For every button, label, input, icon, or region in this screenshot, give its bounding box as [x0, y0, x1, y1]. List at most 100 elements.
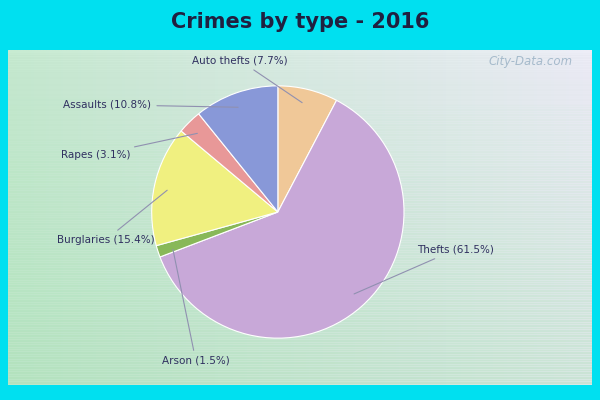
- Bar: [8, 127, 592, 129]
- Bar: [8, 204, 592, 206]
- Bar: [8, 176, 592, 177]
- Bar: [376, 50, 379, 385]
- Bar: [577, 50, 580, 385]
- Bar: [440, 50, 443, 385]
- Bar: [169, 50, 172, 385]
- Text: City-Data.com: City-Data.com: [489, 56, 573, 68]
- Bar: [516, 50, 519, 385]
- Bar: [8, 259, 592, 261]
- Bar: [8, 345, 592, 346]
- Bar: [172, 50, 175, 385]
- Bar: [8, 301, 592, 303]
- Bar: [8, 261, 592, 263]
- Bar: [8, 274, 592, 276]
- Bar: [8, 380, 592, 382]
- Bar: [8, 278, 592, 280]
- Bar: [505, 50, 508, 385]
- Bar: [8, 303, 592, 305]
- Bar: [574, 50, 577, 385]
- Bar: [303, 50, 306, 385]
- Bar: [8, 57, 592, 58]
- Bar: [8, 154, 592, 156]
- Bar: [545, 50, 548, 385]
- Bar: [8, 189, 592, 191]
- Bar: [107, 50, 110, 385]
- Bar: [175, 50, 178, 385]
- Bar: [8, 120, 592, 122]
- Bar: [8, 224, 592, 226]
- Bar: [8, 270, 592, 271]
- Bar: [8, 162, 592, 164]
- Bar: [8, 136, 592, 137]
- Bar: [8, 336, 592, 338]
- Bar: [554, 50, 557, 385]
- Bar: [8, 177, 592, 179]
- Bar: [8, 315, 592, 316]
- Bar: [20, 50, 23, 385]
- Bar: [8, 362, 592, 363]
- Bar: [8, 363, 592, 365]
- Bar: [8, 232, 592, 234]
- Bar: [548, 50, 551, 385]
- Bar: [557, 50, 560, 385]
- Bar: [136, 50, 139, 385]
- Bar: [180, 50, 183, 385]
- Bar: [8, 214, 592, 216]
- Bar: [8, 107, 592, 109]
- Bar: [8, 60, 592, 62]
- Bar: [145, 50, 148, 385]
- Bar: [8, 68, 592, 70]
- Bar: [481, 50, 484, 385]
- Bar: [8, 65, 592, 67]
- Bar: [28, 50, 31, 385]
- Bar: [563, 50, 566, 385]
- Bar: [411, 50, 414, 385]
- Bar: [8, 100, 592, 102]
- Bar: [391, 50, 394, 385]
- Bar: [8, 234, 592, 236]
- Bar: [8, 221, 592, 222]
- Bar: [230, 50, 233, 385]
- Bar: [11, 50, 14, 385]
- Bar: [8, 236, 592, 238]
- Bar: [274, 50, 277, 385]
- Bar: [122, 50, 125, 385]
- Bar: [221, 50, 224, 385]
- Bar: [8, 246, 592, 248]
- Bar: [160, 50, 163, 385]
- Bar: [317, 50, 320, 385]
- Bar: [104, 50, 107, 385]
- Bar: [431, 50, 434, 385]
- Bar: [70, 50, 72, 385]
- Bar: [110, 50, 113, 385]
- Bar: [8, 169, 592, 170]
- Bar: [8, 340, 592, 342]
- Bar: [8, 212, 592, 214]
- Bar: [8, 102, 592, 104]
- Wedge shape: [199, 86, 278, 212]
- Bar: [178, 50, 180, 385]
- Bar: [81, 50, 84, 385]
- Bar: [8, 179, 592, 181]
- Bar: [583, 50, 586, 385]
- Bar: [355, 50, 358, 385]
- Bar: [8, 318, 592, 320]
- Bar: [37, 50, 40, 385]
- Bar: [510, 50, 513, 385]
- Bar: [458, 50, 461, 385]
- Bar: [218, 50, 221, 385]
- Bar: [90, 50, 92, 385]
- Bar: [8, 109, 592, 110]
- Bar: [353, 50, 355, 385]
- Bar: [484, 50, 487, 385]
- Bar: [8, 191, 592, 192]
- Bar: [8, 335, 592, 336]
- Bar: [8, 294, 592, 296]
- Bar: [8, 202, 592, 204]
- Bar: [8, 331, 592, 333]
- Bar: [8, 308, 592, 310]
- Bar: [224, 50, 227, 385]
- Bar: [461, 50, 464, 385]
- Bar: [382, 50, 385, 385]
- Bar: [536, 50, 539, 385]
